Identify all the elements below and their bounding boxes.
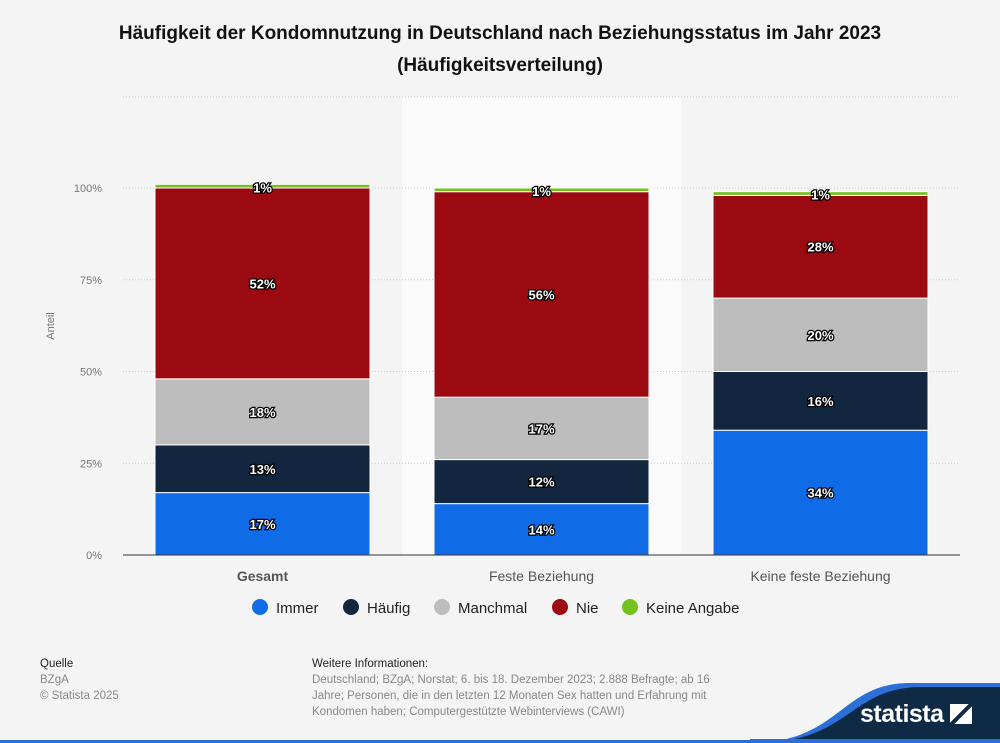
bar-segment-nie (433, 191, 650, 398)
legend-marker (343, 599, 359, 615)
data-label: 1% (811, 188, 830, 203)
bar-segment-nie (154, 187, 371, 380)
bar-segment-häufig (154, 444, 371, 494)
legend-label: Keine Angabe (646, 600, 739, 617)
data-label: 12% (528, 475, 554, 490)
y-tick-label: 50% (80, 367, 102, 379)
data-label: 52% (249, 276, 275, 291)
chart-title: Häufigkeit der Kondomnutzung in Deutschl… (118, 23, 882, 76)
data-label: 1% (532, 184, 551, 199)
data-label: 1% (253, 180, 272, 195)
y-tick-label: 75% (80, 275, 102, 287)
bar-segment-manchmal (712, 297, 929, 373)
legend-label: Manchmal (458, 600, 527, 617)
data-label: 16% (807, 394, 833, 409)
bar-segment-häufig (712, 371, 929, 431)
statista-logo[interactable]: statista (860, 700, 972, 729)
bar-segment-keine-angabe (154, 183, 371, 189)
data-label: 17% (528, 421, 554, 436)
info-label: Weitere Informationen: (312, 658, 429, 670)
bar-segment-immer (433, 503, 650, 556)
data-label: 28% (807, 240, 833, 255)
bar-segment-keine-angabe (712, 191, 929, 196)
x-tick-label: Feste Beziehung (489, 568, 594, 584)
data-label: 17% (249, 517, 275, 532)
bar-segment-nie (712, 194, 929, 299)
bottom-bar (0, 740, 1000, 743)
data-label: 56% (528, 287, 554, 302)
source-label: Quelle (40, 658, 74, 670)
y-tick-label: 25% (80, 458, 102, 470)
legend-marker (434, 599, 450, 615)
bar-segment-manchmal (154, 378, 371, 446)
data-label: 20% (807, 328, 833, 343)
legend-marker (252, 599, 268, 615)
y-axis-label: Anteil (45, 312, 57, 340)
legend-label: Häufig (367, 600, 410, 617)
legend-label: Nie (576, 600, 599, 617)
data-label: 34% (807, 486, 833, 501)
statista-logo-icon (950, 704, 972, 724)
y-tick-label: 100% (74, 183, 102, 195)
x-tick-label: Gesamt (237, 568, 289, 584)
bar-segment-keine-angabe (433, 187, 650, 193)
info-text: Deutschland; BZgA; Norstat; 6. bis 18. D… (312, 674, 710, 718)
source-block: Quelle BZgA © Statista 2025 (40, 656, 119, 704)
data-label: 13% (249, 462, 275, 477)
bar-segment-immer (712, 429, 929, 556)
info-block: Weitere Informationen: Deutschland; BZgA… (312, 656, 717, 720)
legend-marker (622, 599, 638, 615)
x-tick-label: Keine feste Beziehung (750, 568, 890, 584)
data-label: 14% (528, 522, 554, 537)
legend-label: Immer (276, 600, 319, 617)
y-tick-label: 0% (86, 550, 102, 562)
data-label: 18% (249, 405, 275, 420)
stacked-bar-chart: 0% 25% 50% 75% 100% Anteil 17% 13% 18% 52% 1% Gesam… (45, 96, 960, 617)
legend-marker (552, 599, 568, 615)
source-value: BZgA (40, 674, 69, 686)
copyright: © Statista 2025 (40, 690, 119, 702)
